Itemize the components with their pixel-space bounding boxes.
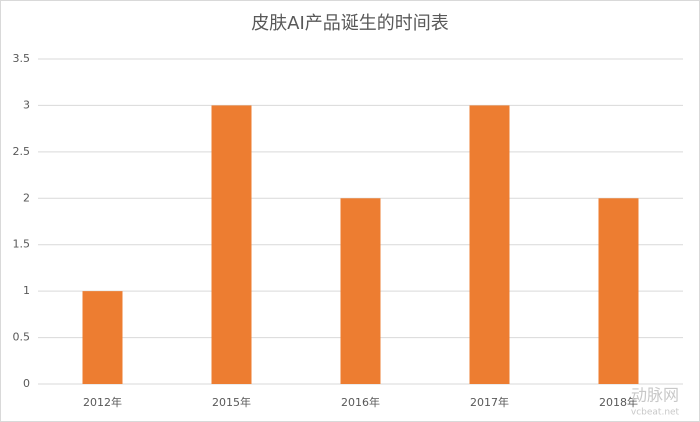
y-tick-label: 2.5 [13,145,31,158]
y-tick-label: 2 [23,191,30,204]
y-tick-label: 0 [23,377,30,390]
x-tick-label: 2016年 [341,395,380,409]
bar [469,105,510,384]
y-tick-label: 3.5 [13,52,31,65]
x-tick-label: 2015年 [212,395,251,409]
bar [340,198,381,384]
watermark: 动脉网 [631,386,679,405]
x-tick-label: 2017年 [470,395,509,409]
y-tick-label: 1.5 [13,238,31,251]
bar [211,105,252,384]
y-tick-label: 0.5 [13,331,31,344]
bar [598,198,639,384]
x-tick-label: 2018年 [599,395,638,409]
bar [82,291,123,384]
x-tick-label: 2012年 [83,395,122,409]
y-tick-label: 3 [23,98,30,111]
y-tick-label: 1 [23,284,30,297]
chart-title: 皮肤AI产品诞生的时间表 [251,13,449,34]
watermark: vcbeat.net [631,408,680,418]
